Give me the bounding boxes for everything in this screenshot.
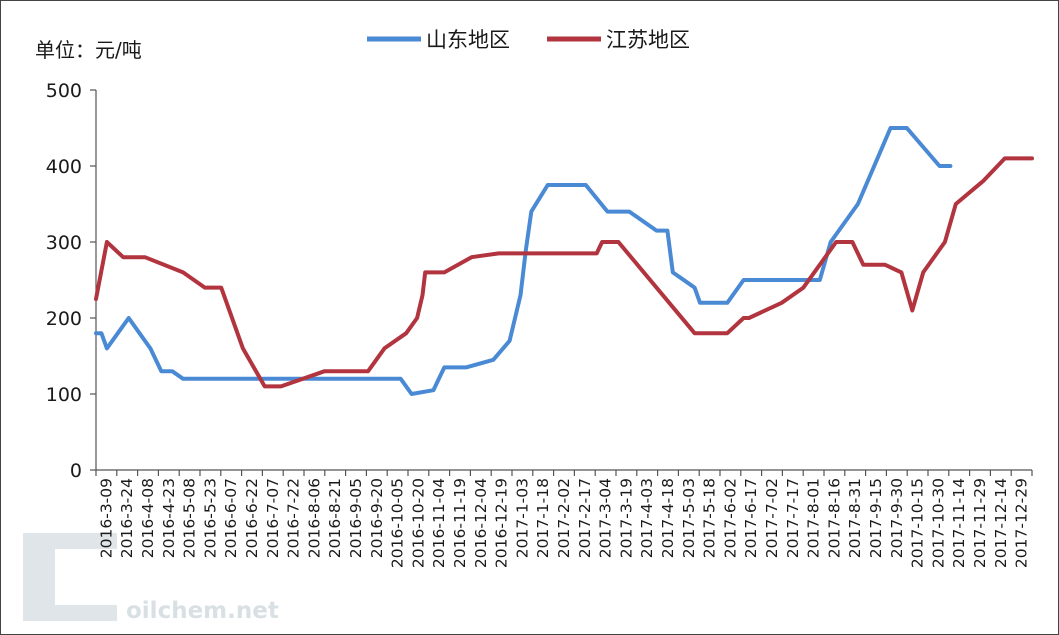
series-line-shandong <box>94 126 953 396</box>
x-tick-label: 2016-9-20 <box>368 478 386 558</box>
x-tick-label: 2017-1-18 <box>534 478 552 558</box>
x-tick-label: 2017-6-02 <box>721 478 739 558</box>
x-tick-label: 2017-11-14 <box>950 478 968 568</box>
legend-item-jiangsu: 江苏地区 <box>547 28 690 52</box>
x-tick-label: 2017-10-30 <box>929 478 947 568</box>
x-tick-label: 2017-2-02 <box>555 478 573 558</box>
x-tick-label: 2016-3-24 <box>118 478 136 558</box>
series-line-jiangsu <box>94 156 1034 389</box>
x-tick-label: 2016-7-22 <box>285 478 303 558</box>
y-tick-label: 100 <box>46 384 82 406</box>
y-tick-label: 500 <box>46 80 82 102</box>
x-tick-label: 2016-7-07 <box>264 478 282 558</box>
x-tick-label: 2017-8-31 <box>846 478 864 558</box>
x-tick-label: 2017-1-03 <box>513 478 531 558</box>
x-tick-label: 2016-10-20 <box>409 478 427 568</box>
x-tick-label: 2017-3-04 <box>597 478 615 558</box>
x-tick-label: 2017-4-03 <box>638 478 656 558</box>
series-layer <box>94 126 1034 396</box>
x-tick-label: 2016-5-08 <box>181 478 199 558</box>
x-tick-label: 2017-8-01 <box>805 478 823 558</box>
x-tick-label: 2017-3-19 <box>617 478 635 558</box>
watermark: oilchem.net <box>23 533 279 624</box>
x-tick-label: 2017-7-02 <box>763 478 781 558</box>
x-tick-label: 2016-3-09 <box>97 478 115 558</box>
y-tick-label: 300 <box>46 232 82 254</box>
x-tick-label: 2017-4-18 <box>659 478 677 558</box>
y-tick-label: 400 <box>46 156 82 178</box>
x-tick-label: 2016-12-19 <box>493 478 511 568</box>
x-tick-label: 2016-5-23 <box>201 478 219 558</box>
x-tick-label: 2016-10-05 <box>389 478 407 568</box>
x-tick-label: 2017-5-18 <box>701 478 719 558</box>
y-tick-label: 200 <box>46 308 82 330</box>
x-tick-label: 2016-4-23 <box>160 478 178 558</box>
watermark-logo-bar <box>55 605 117 621</box>
x-tick-label: 2016-8-06 <box>305 478 323 558</box>
legend: 山东地区 江苏地区 <box>367 28 690 52</box>
x-tick-label: 2017-2-17 <box>576 478 594 558</box>
x-tick-label: 2017-7-17 <box>784 478 802 558</box>
watermark-logo-shape <box>23 533 55 621</box>
x-tick-label: 2017-12-29 <box>1013 478 1031 568</box>
x-tick-label: 2017-5-03 <box>680 478 698 558</box>
legend-label-shandong: 山东地区 <box>426 28 510 52</box>
x-tick-label: 2016-11-19 <box>451 478 469 568</box>
x-tick-label: 2016-8-21 <box>326 478 344 558</box>
x-tick-label: 2016-9-05 <box>347 478 365 558</box>
x-tick-label: 2017-9-30 <box>888 478 906 558</box>
x-tick-label: 2016-4-08 <box>139 478 157 558</box>
x-tick-label: 2016-6-07 <box>222 478 240 558</box>
x-tick-label: 2016-11-04 <box>430 478 448 568</box>
x-axis-ticks: 2016-3-09 2016-3-24 2016-4-08 2016-4-23 2016… <box>95 470 1033 568</box>
x-tick-label: 2017-10-15 <box>909 478 927 568</box>
watermark-url: oilchem.net <box>126 598 279 624</box>
x-tick-label: 2017-9-15 <box>867 478 885 558</box>
x-tick-label: 2016-6-22 <box>243 478 261 558</box>
x-tick-label: 2016-12-04 <box>472 478 490 568</box>
x-tick-label: 2017-11-29 <box>971 478 989 568</box>
legend-item-shandong: 山东地区 <box>367 28 510 52</box>
x-tick-label: 2017-12-14 <box>992 478 1010 568</box>
watermark-logo-bar <box>55 533 117 549</box>
y-tick-label: 0 <box>70 460 82 482</box>
x-tick-label: 2017-8-16 <box>825 478 843 558</box>
legend-label-jiangsu: 江苏地区 <box>606 28 690 52</box>
x-tick-label: 2017-6-17 <box>742 478 760 558</box>
y-axis-unit-label: 单位：元/吨 <box>35 38 142 62</box>
y-axis-ticks: 0 100 200 300 400 500 <box>46 80 96 482</box>
